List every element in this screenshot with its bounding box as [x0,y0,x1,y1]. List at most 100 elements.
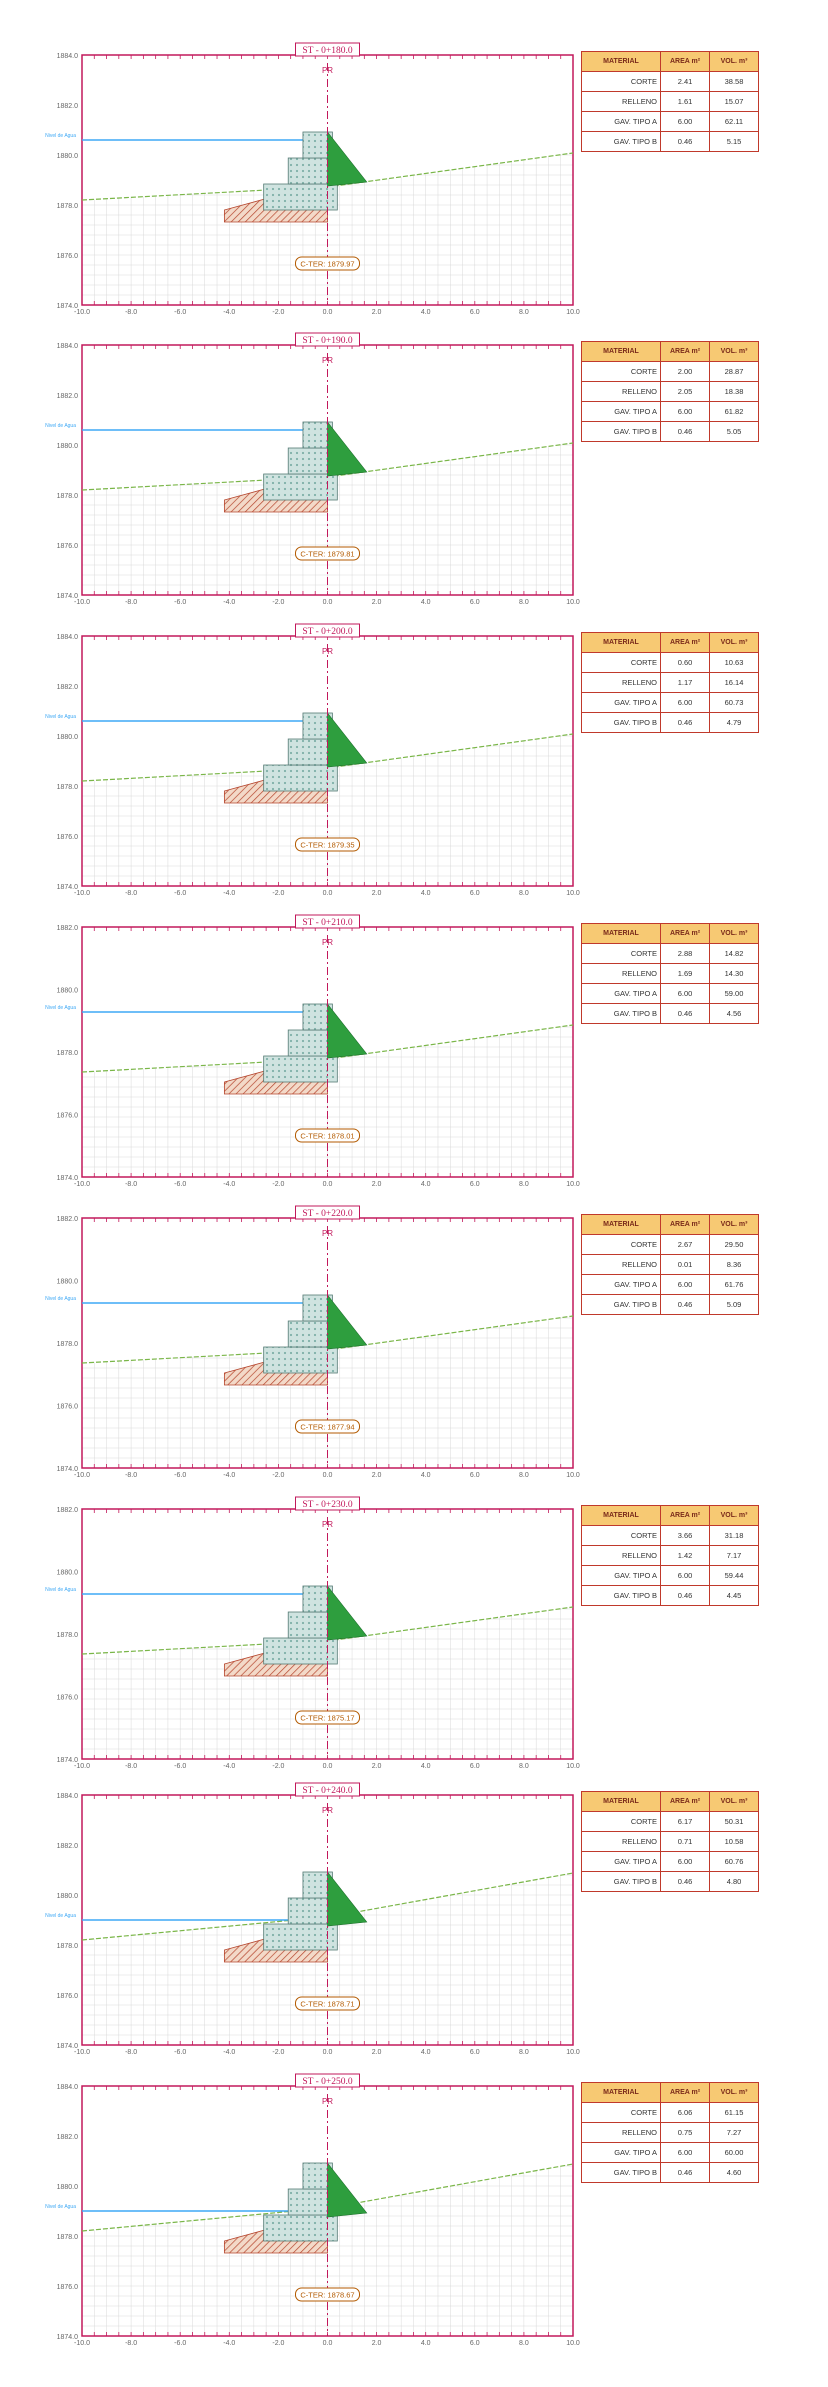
x-tick-label: -10.0 [74,1472,90,1479]
material-table: MATERIAL AREA m² VOL. m³ CORTE 2.88 14.82 RELL… [581,923,759,1024]
axis-label: PR [322,66,333,75]
table-cell-vol: 28.87 [709,361,759,382]
x-tick-label: 2.0 [372,1472,382,1479]
table-row: RELLENO 2.05 18.38 [581,381,759,402]
table-cell-vol: 29.50 [709,1234,759,1255]
x-tick-label: -8.0 [125,1472,137,1479]
section-3: Nivel de Agua PR ST - 0+210.0 C-TER: 1878.0… [45,914,580,1188]
table-cell-area: 6.00 [660,111,710,132]
table-cell-vol: 5.09 [709,1294,759,1315]
table-cell-area: 0.46 [660,2162,710,2183]
y-tick-label: 1882.0 [57,2134,79,2141]
table-header-cell: VOL. m³ [709,2082,759,2103]
table-cell-name: GAV. TIPO A [581,2142,661,2163]
x-tick-label: 6.0 [470,2340,480,2347]
table-cell-vol: 59.44 [709,1565,759,1586]
y-tick-label: 1880.0 [57,734,79,741]
x-tick-label: 4.0 [421,1472,431,1479]
table-header-cell: MATERIAL [581,1791,661,1812]
y-tick-label: 1874.0 [57,2043,79,2050]
table-cell-vol: 4.60 [709,2162,759,2183]
table-cell-vol: 4.80 [709,1871,759,1892]
table-cell-name: RELLENO [581,91,661,112]
x-tick-label: -8.0 [125,2340,137,2347]
x-tick-label: 10.0 [566,890,580,897]
axis-label: PR [322,1520,333,1529]
water-level-label: Nivel de Agua [45,1296,76,1302]
table-header-cell: VOL. m³ [709,51,759,72]
terrain-elevation-box [295,1710,360,1725]
y-tick-label: 1876.0 [57,834,79,841]
table-cell-area: 2.00 [660,361,710,382]
x-tick-label: 0.0 [323,1472,333,1479]
table-cell-area: 6.00 [660,2142,710,2163]
x-tick-label: 0.0 [323,2340,333,2347]
table-header-row: MATERIAL AREA m² VOL. m³ [581,51,759,72]
table-header-cell: AREA m² [660,2082,710,2103]
x-tick-label: 6.0 [470,1181,480,1188]
x-tick-label: 10.0 [566,599,580,606]
y-tick-label: 1874.0 [57,1175,79,1182]
x-tick-label: -4.0 [223,1763,235,1770]
x-tick-label: -10.0 [74,890,90,897]
y-tick-label: 1878.0 [57,203,79,210]
table-row: GAV. TIPO A 6.00 60.00 [581,2142,759,2163]
table-cell-name: GAV. TIPO A [581,692,661,713]
table-row: CORTE 6.06 61.15 [581,2102,759,2123]
section-4: Nivel de Agua PR ST - 0+220.0 C-TER: 1877.9… [45,1205,580,1479]
x-tick-label: -6.0 [174,2340,186,2347]
material-table: MATERIAL AREA m² VOL. m³ CORTE 6.17 50.31 RELL… [581,1791,759,1892]
table-header-cell: AREA m² [660,51,710,72]
y-tick-label: 1874.0 [57,593,79,600]
y-tick-label: 1876.0 [57,1993,79,2000]
table-row: RELLENO 0.71 10.58 [581,1831,759,1852]
x-tick-label: -2.0 [272,2049,284,2056]
material-table: MATERIAL AREA m² VOL. m³ CORTE 2.00 28.87 RELL… [581,341,759,442]
table-cell-area: 6.00 [660,692,710,713]
table-cell-area: 3.66 [660,1525,710,1546]
table-header-cell: VOL. m³ [709,1214,759,1235]
section-title-box [295,1782,360,1797]
table-row: GAV. TIPO B 0.46 5.09 [581,1294,759,1315]
y-tick-label: 1880.0 [57,988,79,995]
table-row: GAV. TIPO B 0.46 4.80 [581,1871,759,1892]
table-cell-vol: 31.18 [709,1525,759,1546]
section-title-box [295,623,360,638]
section-7: Nivel de Agua PR ST - 0+250.0 C-TER: 1878.6… [45,2073,580,2347]
y-tick-label: 1880.0 [57,153,79,160]
x-tick-label: -2.0 [272,890,284,897]
y-tick-label: 1882.0 [57,393,79,400]
axis-label: PR [322,356,333,365]
table-cell-vol: 7.17 [709,1545,759,1566]
table-cell-name: CORTE [581,1525,661,1546]
table-row: RELLENO 1.42 7.17 [581,1545,759,1566]
x-tick-label: 10.0 [566,2049,580,2056]
axis-label: PR [322,1806,333,1815]
table-cell-vol: 38.58 [709,71,759,92]
y-tick-label: 1874.0 [57,1757,79,1764]
x-tick-label: 4.0 [421,2049,431,2056]
table-header-row: MATERIAL AREA m² VOL. m³ [581,2082,759,2103]
table-cell-area: 2.05 [660,381,710,402]
y-tick-label: 1880.0 [57,443,79,450]
x-tick-label: -10.0 [74,1763,90,1770]
section-2: Nivel de Agua PR ST - 0+200.0 C-TER: 1879.3… [45,623,580,897]
x-tick-label: -4.0 [223,309,235,316]
x-tick-label: -8.0 [125,890,137,897]
y-tick-label: 1880.0 [57,1570,79,1577]
terrain-elevation-label: C-TER: 1879.35 [300,841,354,850]
water-level-label: Nivel de Agua [45,133,76,139]
section-title: ST - 0+180.0 [302,46,353,56]
x-tick-label: 2.0 [372,890,382,897]
table-row: CORTE 2.67 29.50 [581,1234,759,1255]
x-tick-label: -6.0 [174,1763,186,1770]
table-cell-vol: 61.15 [709,2102,759,2123]
x-tick-label: -4.0 [223,2049,235,2056]
table-cell-name: GAV. TIPO B [581,421,661,442]
table-cell-name: GAV. TIPO B [581,2162,661,2183]
table-row: GAV. TIPO B 0.46 4.56 [581,1003,759,1024]
table-header-cell: VOL. m³ [709,1791,759,1812]
table-row: CORTE 0.60 10.63 [581,652,759,673]
table-header-row: MATERIAL AREA m² VOL. m³ [581,1505,759,1526]
x-tick-label: -10.0 [74,1181,90,1188]
